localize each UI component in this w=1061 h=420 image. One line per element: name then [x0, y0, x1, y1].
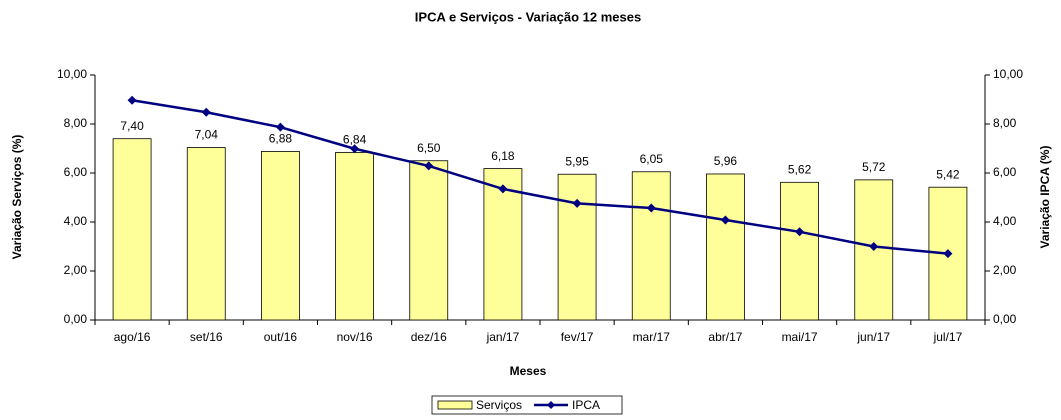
marker: [275, 122, 285, 132]
legend-label: IPCA: [572, 398, 600, 412]
y-tick-label: 8,00: [64, 116, 88, 130]
y-tick-label: 4,00: [64, 214, 88, 228]
marker: [869, 242, 879, 251]
marker: [424, 161, 434, 171]
bar: [483, 168, 523, 321]
data-label: 5,96: [714, 154, 738, 168]
y2-tick-label: 2,00: [993, 263, 1017, 277]
line: [131, 99, 949, 255]
marker: [795, 227, 805, 237]
data-label: 5,62: [788, 162, 812, 176]
marker: [646, 203, 656, 213]
x-tick-label: jun/17: [856, 330, 890, 344]
legend-label: Serviços: [476, 398, 522, 412]
bar: [261, 151, 300, 321]
chart-title: IPCA e Serviços - Variação 12 meses: [415, 9, 641, 24]
x-tick-label: dez/16: [411, 330, 447, 344]
bar: [706, 173, 745, 321]
data-label: 6,50: [417, 141, 441, 155]
data-label: 5,42: [936, 167, 960, 181]
data-label: 7,04: [195, 128, 219, 142]
marker: [498, 184, 508, 194]
x-tick-label: out/16: [264, 330, 298, 344]
y-axis-title: Variação Serviços (%): [10, 135, 24, 260]
x-tick-label: ago/16: [114, 330, 151, 344]
bar: [557, 173, 597, 321]
marker: [127, 95, 137, 105]
marker: [572, 198, 582, 208]
x-tick-label: mai/17: [782, 330, 818, 344]
marker: [350, 144, 360, 154]
y-tick-label: 0,00: [64, 312, 88, 326]
x-tick-label: jul/17: [933, 330, 963, 344]
y2-axis-title: Variação IPCA (%): [1038, 146, 1052, 249]
data-label: 6,84: [343, 133, 367, 147]
y2-tick-label: 6,00: [993, 165, 1017, 179]
marker: [201, 107, 211, 117]
marker: [943, 249, 953, 259]
legend-box: [431, 395, 623, 415]
data-label: 7,40: [120, 119, 144, 133]
x-tick-label: fev/17: [561, 330, 594, 344]
marker: [720, 215, 730, 225]
bar: [409, 160, 449, 321]
data-label: 5,72: [862, 160, 886, 174]
x-tick-label: nov/16: [337, 330, 373, 344]
bar: [780, 181, 819, 321]
data-label: 6,18: [491, 149, 515, 163]
x-tick-label: jan/17: [486, 330, 520, 344]
bar: [335, 152, 374, 321]
data-label: 6,05: [640, 152, 664, 166]
y-tick-label: 2,00: [64, 263, 88, 277]
bar: [112, 138, 152, 321]
x-tick-label: mar/17: [633, 330, 671, 344]
data-label: 6,88: [269, 132, 293, 146]
y2-tick-label: 10,00: [993, 67, 1023, 81]
y2-tick-label: 4,00: [993, 214, 1017, 228]
x-tick-label: set/16: [190, 330, 223, 344]
bar: [186, 147, 226, 321]
legend-swatch: [437, 400, 473, 410]
y2-tick-label: 8,00: [993, 116, 1017, 130]
x-tick-label: abr/17: [708, 330, 742, 344]
bar: [631, 171, 671, 321]
x-axis-title: Meses: [510, 364, 547, 378]
legend-marker: [547, 401, 556, 409]
y-tick-label: 6,00: [64, 165, 88, 179]
data-label: 5,95: [565, 154, 589, 168]
y2-tick-label: 0,00: [993, 312, 1017, 326]
y-tick-label: 10,00: [57, 67, 87, 81]
